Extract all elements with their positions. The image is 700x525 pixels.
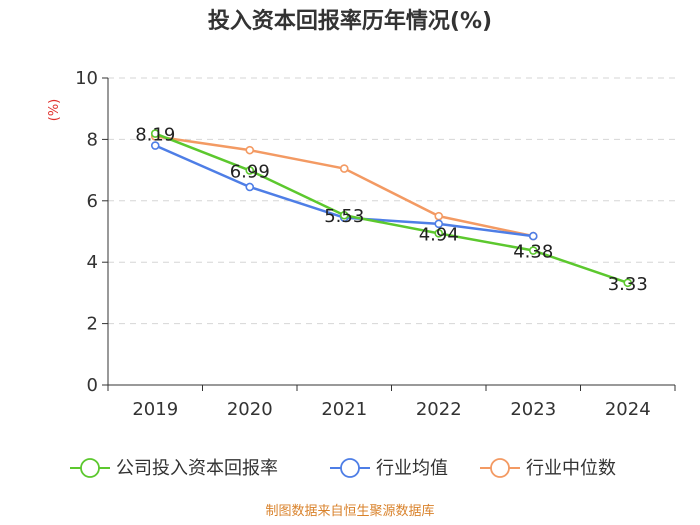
legend-label-0: 公司投入资本回报率 (116, 458, 278, 479)
data-label: 4.94 (419, 224, 459, 245)
source-note: 制图数据来自恒生聚源数据库 (265, 503, 434, 519)
data-label: 4.38 (513, 242, 553, 263)
data-labels: 8.19 6.99 5.53 4.94 4.38 3.33 (135, 125, 648, 295)
data-point-0 (150, 129, 160, 138)
legend-marker-1 (340, 458, 360, 478)
y-axis-label: (%) (47, 99, 62, 122)
data-point-0 (434, 229, 444, 238)
y-tick-label: 4 (87, 252, 98, 273)
data-point-1 (528, 231, 538, 241)
legend-label-1: 行业均值 (376, 458, 448, 479)
data-label: 3.33 (608, 274, 648, 295)
data-point-0 (623, 278, 633, 288)
data-point-1 (150, 141, 160, 150)
x-tick-label: 2022 (416, 399, 462, 420)
legend-marker-2 (490, 458, 510, 478)
y-tick-label: 8 (87, 129, 98, 150)
data-point-2 (339, 164, 349, 173)
legend-marker-0 (80, 458, 100, 478)
chart-title: 投入资本回报率历年情况(%) (208, 8, 492, 34)
data-point-0 (245, 166, 255, 175)
data-point-2 (245, 145, 255, 155)
x-tick-label: 2024 (605, 399, 651, 420)
data-point-2 (434, 211, 444, 221)
series-line-0 (154, 132, 629, 284)
data-label: 5.53 (324, 206, 364, 227)
x-tick-label: 2021 (321, 399, 367, 420)
y-tick-label: 0 (87, 375, 98, 396)
x-tick-label: 2023 (510, 399, 556, 420)
legend: 公司投入资本回报率 行业均值 行业中位数 (70, 458, 616, 479)
legend-label-2: 行业中位数 (526, 458, 616, 479)
x-tick-label: 2020 (227, 399, 273, 420)
grid-lines (108, 77, 675, 325)
series-lines (150, 129, 633, 288)
data-point-0 (528, 246, 538, 255)
x-tick-label: 2019 (132, 399, 178, 420)
data-label: 8.19 (135, 125, 175, 146)
y-tick-label: 10 (75, 68, 98, 89)
data-label: 6.99 (230, 161, 270, 182)
y-tick-label: 6 (87, 191, 98, 212)
axes: 0 2 4 6 8 10 2019 2020 2021 2022 2023 2024 (75, 68, 676, 420)
data-point-0 (339, 210, 349, 220)
data-point-1 (245, 182, 255, 192)
y-tick-label: 2 (87, 314, 98, 335)
data-point-1 (434, 219, 444, 229)
